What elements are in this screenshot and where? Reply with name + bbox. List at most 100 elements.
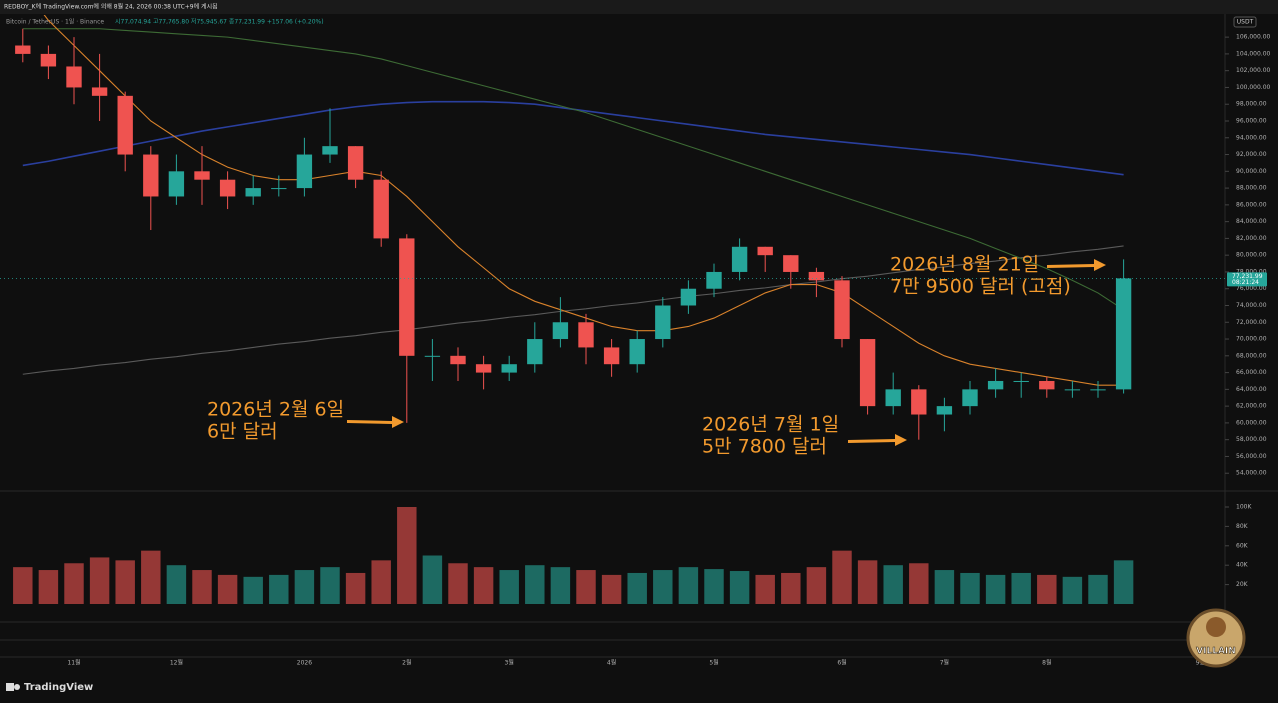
- volume-bar: [294, 570, 315, 604]
- candle-body: [936, 406, 953, 415]
- volume-bar: [115, 560, 135, 604]
- badge: [1186, 608, 1246, 668]
- candle-body: [1064, 389, 1081, 391]
- volume-bar: [13, 567, 33, 604]
- y-tick-label: 106,000.00: [1236, 34, 1271, 41]
- volume-bar: [678, 567, 699, 604]
- y-tick-label: 74,000.00: [1236, 302, 1267, 309]
- volume-tick-label: 100K: [1236, 504, 1252, 511]
- candle-body: [66, 66, 82, 88]
- annotation: 2026년 8월 21일: [890, 254, 1039, 276]
- y-tick-label: 66,000.00: [1236, 369, 1267, 376]
- x-tick-label: 8월: [1042, 659, 1051, 667]
- y-tick-label: 96,000.00: [1236, 117, 1267, 124]
- x-tick-label: 2026: [297, 660, 312, 667]
- volume-bar: [832, 550, 852, 604]
- candle-body: [987, 380, 1004, 390]
- badge-text: VILLAIN: [1196, 647, 1236, 657]
- y-tick-label: 100,000.00: [1236, 84, 1271, 91]
- arrow: [1047, 259, 1106, 271]
- y-tick-label: 82,000.00: [1236, 235, 1267, 242]
- candle-body: [373, 179, 389, 239]
- candle-body: [347, 146, 364, 180]
- candle-body: [143, 154, 159, 197]
- candle-body: [219, 179, 236, 197]
- volume-tick-label: 80K: [1236, 523, 1249, 530]
- header: REDBOY_K에 TradingView.com에 의해 8월 24, 202…: [4, 3, 218, 11]
- y-tick-label: 86,000.00: [1236, 201, 1267, 208]
- y-tick-label: 102,000.00: [1236, 67, 1271, 74]
- candle-body: [552, 322, 569, 340]
- volume-bar: [985, 574, 1006, 604]
- volume-bar: [38, 570, 59, 604]
- annotation: 2026년 7월 1일: [702, 414, 839, 436]
- y-tick-label: 78,000.00: [1236, 268, 1267, 275]
- volume-bar: [729, 571, 750, 604]
- volume-tick-label: 60K: [1236, 542, 1249, 549]
- candle-body: [296, 154, 313, 189]
- volume-bar: [345, 572, 366, 604]
- candle-body: [629, 339, 645, 365]
- volume-bar: [781, 572, 801, 604]
- y-tick-label: 84,000.00: [1236, 218, 1267, 225]
- y-tick-label: 90,000.00: [1236, 168, 1267, 175]
- candle-body: [731, 246, 748, 272]
- countdown: 08:21:24: [1232, 279, 1259, 286]
- candle-body: [680, 288, 697, 306]
- volume-bar: [627, 572, 647, 604]
- logo: [14, 684, 20, 690]
- y-tick-label: 80,000.00: [1236, 252, 1267, 259]
- candle-body: [501, 364, 517, 373]
- arrow: [848, 434, 907, 446]
- volume-bar: [960, 572, 980, 604]
- volume-bar: [64, 563, 84, 604]
- moving-average: [43, 15, 1124, 386]
- candle-body: [706, 271, 722, 289]
- y-tick-label: 62,000.00: [1236, 403, 1267, 410]
- volume-bar: [371, 560, 391, 604]
- y-tick-label: 72,000.00: [1236, 319, 1267, 326]
- annotation: 5만 7800 달러: [702, 436, 827, 458]
- candle-body: [783, 255, 799, 272]
- volume-bar: [934, 570, 955, 604]
- volume-bar: [704, 569, 724, 604]
- candle-body: [1115, 278, 1132, 390]
- candle-body: [1090, 389, 1106, 391]
- annotation: 2026년 2월 6일: [207, 399, 344, 421]
- candle-body: [40, 53, 57, 67]
- volume-bar: [243, 576, 263, 604]
- badge-face: [1206, 617, 1226, 637]
- volume-bar: [550, 567, 571, 604]
- volume-bar: [269, 574, 289, 604]
- x-tick-label: 11월: [67, 659, 80, 667]
- volume-bar: [909, 563, 929, 604]
- candle-body: [527, 339, 543, 365]
- volume-bar: [141, 550, 161, 604]
- y-tick-label: 88,000.00: [1236, 185, 1267, 192]
- candle-body: [859, 339, 876, 407]
- volume-tick-label: 20K: [1236, 581, 1249, 588]
- moving-average: [22, 245, 1124, 375]
- symbol: Bitcoin / TetherUS · 1일 · Binance: [6, 18, 104, 26]
- volume-bar: [576, 570, 596, 604]
- candle-body: [399, 238, 415, 356]
- volume-bar: [473, 567, 494, 604]
- logo: [6, 683, 14, 691]
- volume-bar: [397, 507, 417, 604]
- volume-bar: [217, 574, 238, 604]
- moving-average: [22, 28, 1124, 311]
- y-tick-label: 98,000.00: [1236, 101, 1267, 108]
- volume-bar: [166, 565, 187, 604]
- x-tick-label: 12월: [170, 659, 183, 667]
- last-price-label: 77,231.99: [1232, 273, 1263, 280]
- volume-bar: [601, 574, 622, 604]
- volume-bar: [422, 555, 443, 604]
- volume-bar: [499, 570, 519, 604]
- x-tick-label: 7월: [940, 659, 949, 667]
- candle-body: [475, 364, 492, 373]
- volume-bar: [320, 567, 340, 604]
- price-pane: [0, 15, 1225, 440]
- candle-body: [808, 271, 825, 281]
